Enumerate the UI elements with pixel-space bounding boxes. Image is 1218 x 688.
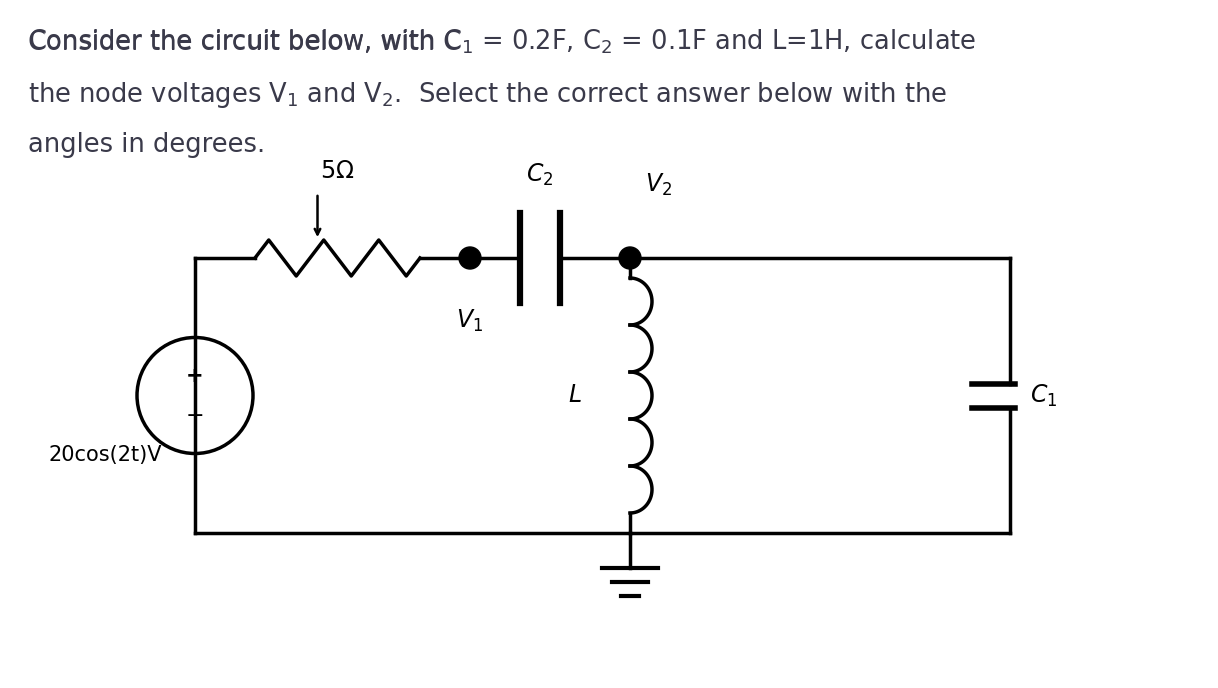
Text: +: + [186,365,203,385]
Text: $V_2$: $V_2$ [646,172,672,198]
Text: the node voltages V$_1$ and V$_2$.  Select the correct answer below with the: the node voltages V$_1$ and V$_2$. Selec… [28,80,946,110]
Text: Consider the circuit below, with C$_1$ = 0.2F, C$_2$ = 0.1F and L=1H, calculate: Consider the circuit below, with C$_1$ =… [28,28,977,56]
Circle shape [619,247,641,269]
Text: angles in degrees.: angles in degrees. [28,132,266,158]
Text: 20cos(2t)V: 20cos(2t)V [49,446,162,466]
Text: Consider the circuit below, with C: Consider the circuit below, with C [28,30,462,56]
Text: $V_1$: $V_1$ [457,308,484,334]
Text: $5\Omega$: $5\Omega$ [320,159,354,183]
Text: $C_1$: $C_1$ [1030,383,1057,409]
Circle shape [459,247,481,269]
Text: $L$: $L$ [568,383,582,407]
Text: $C_2$: $C_2$ [526,162,554,188]
Text: −: − [185,405,205,425]
